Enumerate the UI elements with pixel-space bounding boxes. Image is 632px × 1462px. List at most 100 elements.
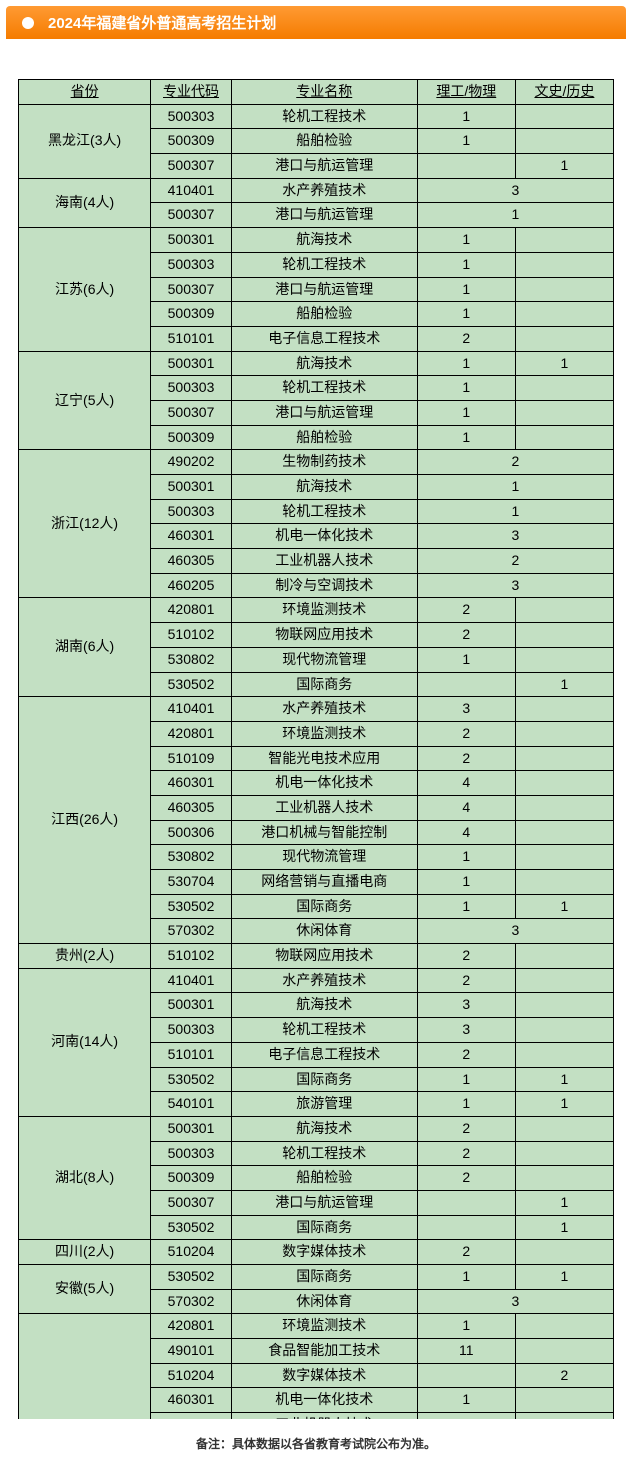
cell-code: 420801 (151, 598, 232, 623)
cell-code: 500301 (151, 993, 232, 1018)
cell-art (515, 820, 613, 845)
cell-merged-count: 3 (417, 573, 613, 598)
cell-major: 物联网应用技术 (231, 944, 417, 969)
cell-sci: 1 (417, 129, 515, 154)
cell-major: 船舶检验 (231, 1166, 417, 1191)
table-header-row: 省份 专业代码 专业名称 理工/物理 文史/历史 (19, 80, 614, 105)
cell-merged-count: 3 (417, 178, 613, 203)
cell-code: 460205 (151, 573, 232, 598)
cell-province: 辽宁(5人) (19, 351, 151, 450)
cell-major: 航海技术 (231, 228, 417, 253)
cell-art: 1 (515, 894, 613, 919)
cell-major: 航海技术 (231, 993, 417, 1018)
cell-major: 轮机工程技术 (231, 1018, 417, 1043)
cell-merged-count: 3 (417, 919, 613, 944)
cell-art (515, 1166, 613, 1191)
cell-sci: 1 (417, 302, 515, 327)
cell-code: 530802 (151, 845, 232, 870)
table-row: 贵州(2人)510102物联网应用技术2 (19, 944, 614, 969)
cell-art: 2 (515, 1363, 613, 1388)
cell-merged-count: 3 (417, 1289, 613, 1314)
cell-major: 环境监测技术 (231, 1314, 417, 1339)
cell-sci: 1 (417, 1265, 515, 1290)
table-container: 省份 专业代码 专业名称 理工/物理 文史/历史 黑龙江(3人)500303轮机… (0, 39, 632, 1419)
cell-major: 国际商务 (231, 1215, 417, 1240)
cell-code: 530502 (151, 1067, 232, 1092)
enrollment-table: 省份 专业代码 专业名称 理工/物理 文史/历史 黑龙江(3人)500303轮机… (18, 79, 614, 1419)
cell-art (515, 746, 613, 771)
table-row: 浙江(12人)490202生物制药技术2 (19, 450, 614, 475)
cell-major: 制冷与空调技术 (231, 573, 417, 598)
cell-art: 1 (515, 1067, 613, 1092)
cell-sci: 1 (417, 1092, 515, 1117)
cell-sci: 1 (417, 647, 515, 672)
cell-sci: 2 (417, 721, 515, 746)
cell-sci: 1 (417, 252, 515, 277)
page-header: 2024年福建省外普通高考招生计划 (6, 6, 626, 39)
cell-code: 490202 (151, 450, 232, 475)
cell-code: 510102 (151, 944, 232, 969)
table-row: 黑龙江(3人)500303轮机工程技术1 (19, 104, 614, 129)
cell-code: 570302 (151, 1289, 232, 1314)
cell-art (515, 771, 613, 796)
cell-sci: 1 (417, 228, 515, 253)
cell-art: 1 (515, 1190, 613, 1215)
cell-sci: 2 (417, 1116, 515, 1141)
col-art: 文史/历史 (515, 80, 613, 105)
cell-art (515, 1116, 613, 1141)
cell-province: 湖南(6人) (19, 598, 151, 697)
bullet-icon (22, 17, 34, 29)
col-major: 专业名称 (231, 80, 417, 105)
cell-major: 数字媒体技术 (231, 1363, 417, 1388)
cell-major: 现代物流管理 (231, 647, 417, 672)
cell-sci: 2 (417, 1141, 515, 1166)
cell-art (515, 598, 613, 623)
cell-major: 国际商务 (231, 894, 417, 919)
cell-code: 530802 (151, 647, 232, 672)
cell-sci: 1 (417, 894, 515, 919)
cell-code: 420801 (151, 721, 232, 746)
cell-sci: 2 (417, 968, 515, 993)
cell-major: 智能光电技术应用 (231, 746, 417, 771)
cell-sci: 2 (417, 326, 515, 351)
cell-sci: 3 (417, 993, 515, 1018)
cell-sci: 1 (417, 1388, 515, 1413)
cell-sci: 2 (417, 944, 515, 969)
cell-art: 1 (515, 672, 613, 697)
cell-major: 船舶检验 (231, 129, 417, 154)
cell-sci: 1 (417, 1314, 515, 1339)
cell-sci: 11 (417, 1339, 515, 1364)
cell-major: 船舶检验 (231, 302, 417, 327)
cell-province: 浙江(12人) (19, 450, 151, 598)
cell-province: 海南(4人) (19, 178, 151, 227)
cell-code: 460301 (151, 1388, 232, 1413)
cell-art (515, 302, 613, 327)
cell-sci: 4 (417, 795, 515, 820)
cell-major: 港口与航运管理 (231, 203, 417, 228)
table-row: 海南(4人)410401水产养殖技术3 (19, 178, 614, 203)
cell-merged-count: 3 (417, 524, 613, 549)
cell-merged-count: 1 (417, 499, 613, 524)
cell-major: 航海技术 (231, 1116, 417, 1141)
cell-major: 电子信息工程技术 (231, 1042, 417, 1067)
cell-merged-count: 2 (417, 450, 613, 475)
cell-art (515, 1339, 613, 1364)
cell-art (515, 1314, 613, 1339)
cell-major: 机电一体化技术 (231, 1388, 417, 1413)
cell-art (515, 721, 613, 746)
cell-code: 500307 (151, 400, 232, 425)
cell-code: 510101 (151, 1042, 232, 1067)
cell-code: 410401 (151, 968, 232, 993)
cell-code: 500303 (151, 252, 232, 277)
table-row: 河南(14人)410401水产养殖技术2 (19, 968, 614, 993)
cell-art: 1 (515, 1092, 613, 1117)
cell-art: 1 (515, 154, 613, 179)
cell-sci: 1 (417, 277, 515, 302)
cell-code: 490101 (151, 1339, 232, 1364)
table-row: 安徽(5人)530502国际商务11 (19, 1265, 614, 1290)
cell-province: 江西(26人) (19, 697, 151, 944)
cell-art (515, 1018, 613, 1043)
cell-art (515, 425, 613, 450)
cell-major: 电子信息工程技术 (231, 326, 417, 351)
cell-art (515, 1042, 613, 1067)
